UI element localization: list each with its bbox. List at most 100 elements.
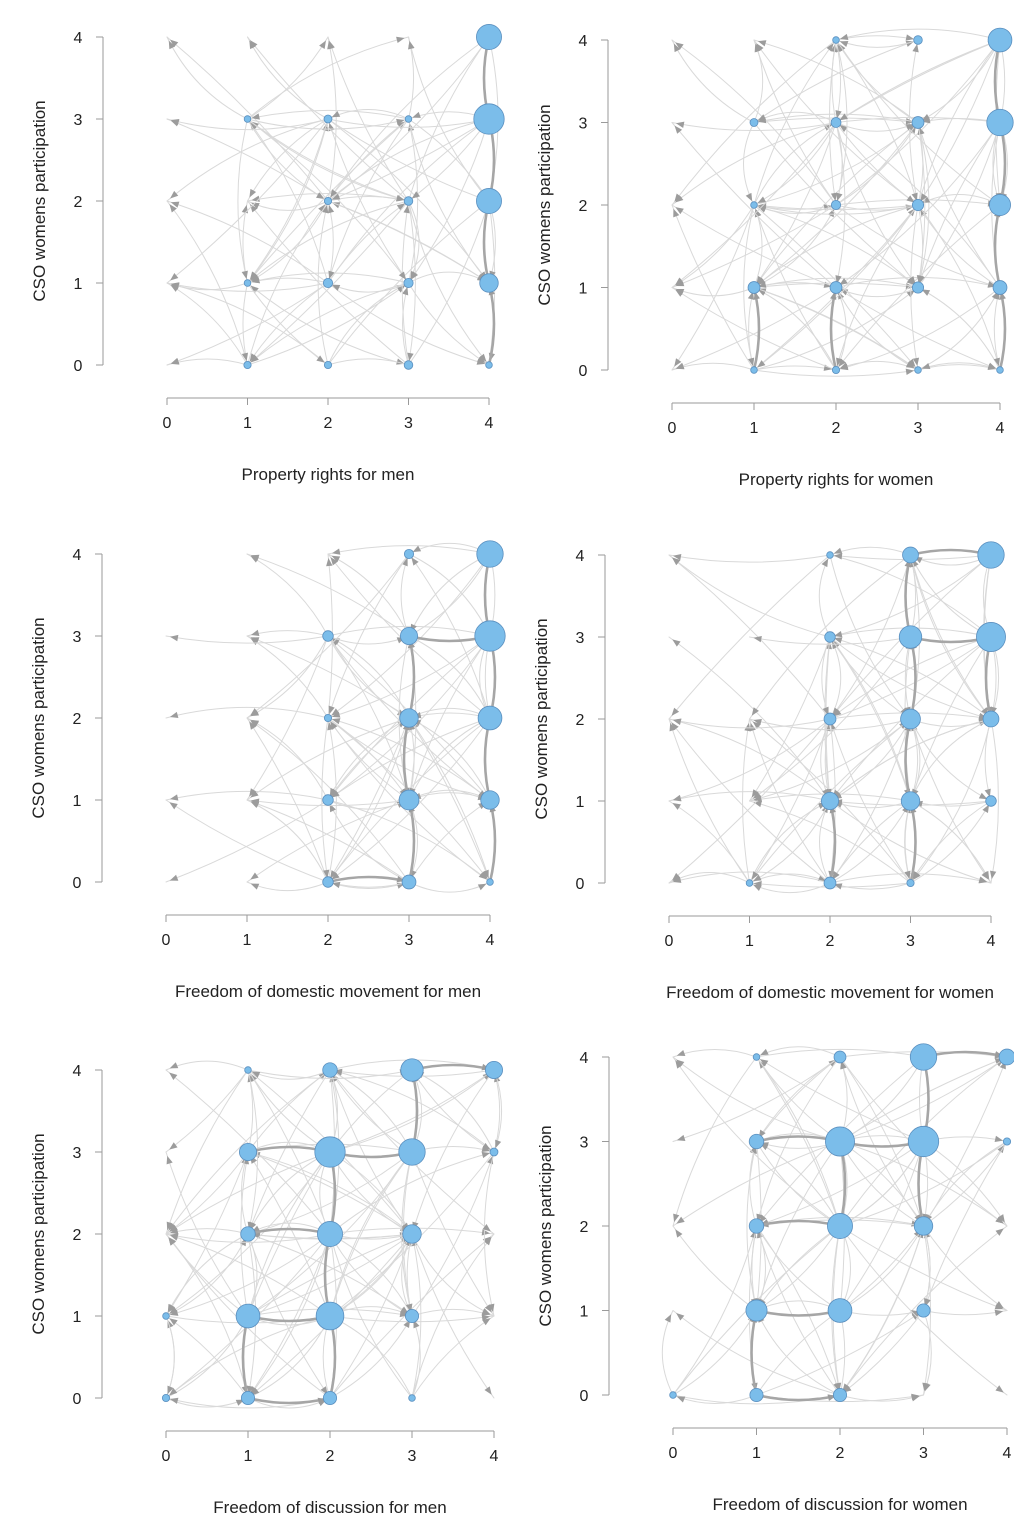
- transition-edge: [756, 1225, 841, 1311]
- transition-edge: [408, 553, 491, 637]
- edge-arrowhead: [251, 1071, 261, 1078]
- transition-edge: [247, 1069, 331, 1235]
- state-node: [747, 281, 761, 294]
- edges-light: [671, 28, 1008, 377]
- edge-arrowhead: [833, 553, 843, 560]
- transition-edge: [408, 271, 490, 284]
- transition-edge: [923, 1141, 1008, 1227]
- nodes: [747, 27, 1014, 375]
- edge-arrowhead: [751, 871, 759, 880]
- y-axis-title: CSO womens participation: [29, 617, 48, 818]
- transition-edge: [829, 554, 992, 638]
- y-tick-label: 0: [73, 875, 82, 892]
- edge-arrowhead: [250, 883, 260, 890]
- transition-edge: [246, 799, 329, 883]
- transition-edge: [917, 122, 1001, 288]
- edge-arrowhead: [676, 1313, 685, 1321]
- state-node: [909, 1043, 938, 1071]
- transition-edge: [756, 1310, 841, 1396]
- transition-edge: [327, 635, 410, 801]
- edge-arrowhead: [757, 196, 767, 204]
- transition-edge: [668, 718, 750, 884]
- edge-arrowhead: [904, 870, 911, 880]
- edge-arrowhead: [921, 196, 931, 204]
- y-tick-label: 0: [580, 1388, 589, 1405]
- edge-arrowhead: [168, 1304, 176, 1313]
- transition-edge: [327, 717, 410, 883]
- transition-edge: [247, 1233, 413, 1317]
- transition-edge: [408, 200, 416, 366]
- edge-arrowhead: [744, 722, 751, 732]
- transition-edge: [165, 1151, 331, 1235]
- transition-edge: [166, 118, 329, 284]
- edge-arrowhead: [755, 43, 762, 53]
- transition-edge: [166, 282, 329, 366]
- transition-edge: [327, 545, 491, 555]
- edge-arrowhead: [403, 204, 410, 214]
- edge-arrowhead: [911, 1395, 920, 1402]
- transition-edge: [327, 118, 490, 128]
- edge-arrowhead: [482, 1318, 491, 1326]
- edge-arrowhead: [169, 1318, 178, 1326]
- transition-edge: [247, 200, 329, 284]
- transition-edge: [668, 871, 831, 884]
- transition-edge: [246, 553, 329, 637]
- edge-arrowhead: [478, 353, 487, 362]
- transition-edge: [671, 287, 837, 371]
- transition-edge: [910, 718, 992, 802]
- state-node: [244, 1066, 252, 1074]
- edge-arrowhead: [396, 194, 405, 202]
- transition-edge: [166, 118, 329, 202]
- transition-edge: [756, 1046, 841, 1058]
- transition-edge: [408, 717, 491, 883]
- edge-arrowhead: [675, 277, 684, 286]
- y-tick-label: 4: [580, 1050, 589, 1067]
- edge-arrowhead: [833, 637, 843, 644]
- transition-edge: [247, 118, 329, 284]
- transition-edge: [835, 122, 919, 206]
- state-node: [977, 541, 1005, 569]
- edge-arrowhead: [410, 271, 419, 280]
- transition-edge: [672, 1310, 757, 1396]
- edge-arrowhead: [676, 1049, 686, 1056]
- edge-arrowhead: [676, 1216, 685, 1224]
- transition-edge: [668, 800, 750, 884]
- transition-edge: [672, 1310, 841, 1396]
- state-node: [404, 115, 413, 123]
- edge-arrowhead: [840, 1060, 847, 1070]
- transition-edge: [829, 718, 911, 884]
- transition-edge: [668, 554, 831, 720]
- y-axis-title: CSO womens participation: [536, 1125, 555, 1326]
- edge-arrowhead: [922, 1382, 929, 1392]
- transition-edge: [923, 1141, 1008, 1227]
- transition-edge: [753, 122, 837, 288]
- edge-arrowhead: [330, 870, 338, 879]
- edge-arrowhead: [495, 1139, 502, 1149]
- edge-arrowhead: [249, 721, 257, 730]
- state-node: [240, 1390, 256, 1406]
- edge-arrowhead: [921, 289, 931, 296]
- transition-edge: [749, 636, 831, 802]
- edge-arrowhead: [921, 113, 931, 121]
- edge-arrowhead: [249, 188, 257, 198]
- edge-arrowhead: [330, 189, 338, 198]
- panel-2: 0 1 2 3 4 0 1 2 3 4 Property rights for women CSO w…: [535, 27, 1014, 489]
- state-node: [985, 795, 997, 807]
- transition-edge: [743, 204, 755, 371]
- x-tick-label: 1: [752, 1445, 761, 1462]
- edge-arrowhead: [749, 722, 756, 732]
- transition-edge: [247, 282, 329, 366]
- transition-edge: [753, 39, 837, 206]
- edge-arrowhead: [978, 876, 988, 883]
- edge-arrowhead: [169, 711, 179, 719]
- transition-edge: [672, 1056, 841, 1227]
- edge-arrowhead: [331, 193, 341, 200]
- edge-arrowhead: [995, 1301, 1004, 1309]
- y-tick-label: 2: [73, 1227, 82, 1244]
- edge-arrowhead: [477, 883, 487, 891]
- transition-edge: [835, 35, 919, 41]
- edge-arrowhead: [674, 358, 682, 367]
- transition-edge: [408, 118, 419, 284]
- transition-edge: [672, 1141, 841, 1227]
- transition-edge: [753, 204, 919, 371]
